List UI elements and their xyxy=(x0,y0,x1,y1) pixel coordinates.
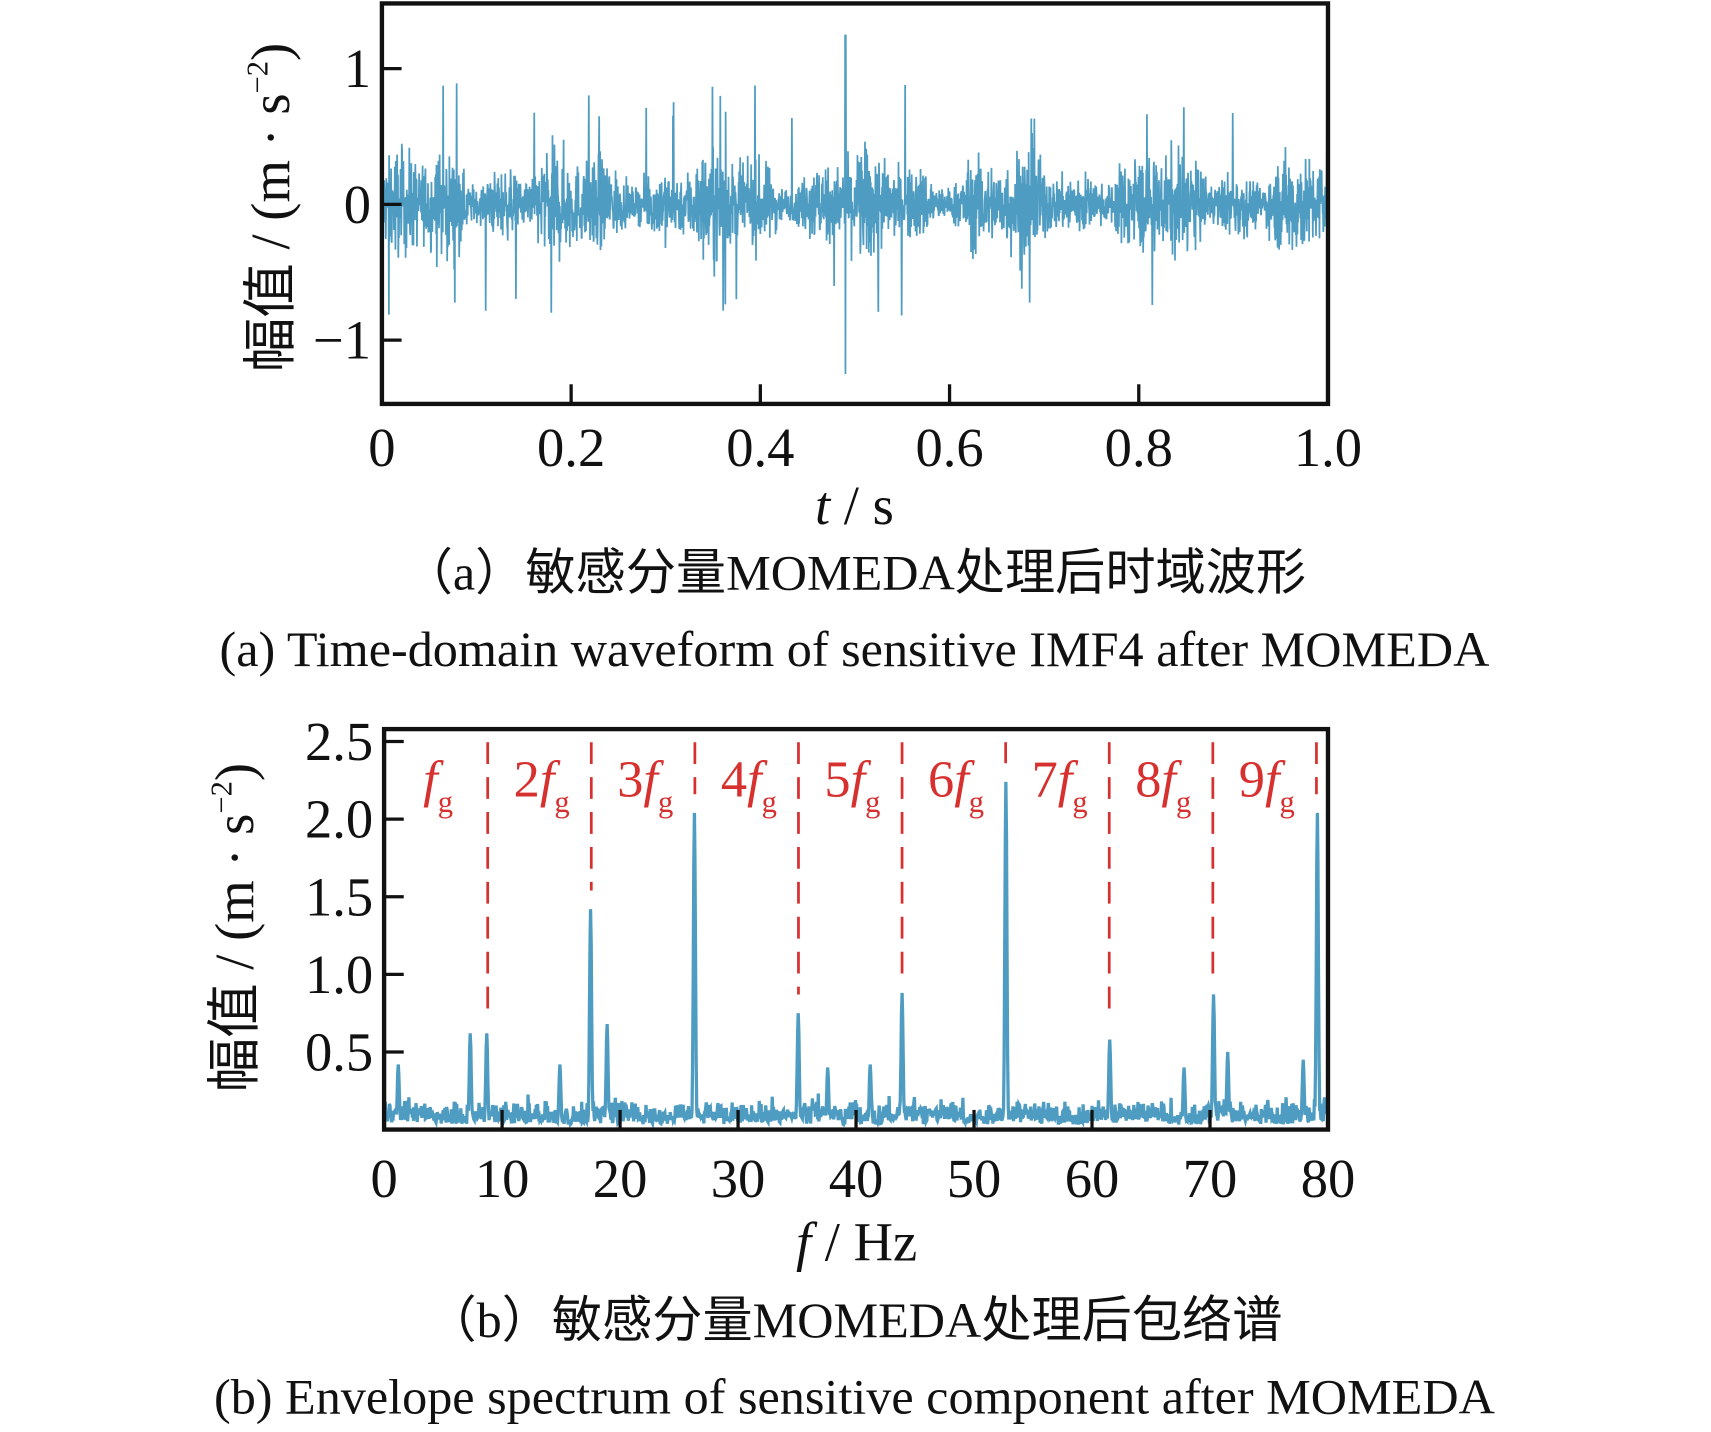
harmonic-subscript: g xyxy=(762,785,777,819)
caption-cn-a: （a）敏感分量MOMEDA处理后时域波形 xyxy=(403,544,1306,600)
y-tick-label: 0.5 xyxy=(305,1022,373,1083)
harmonic-number: 7 xyxy=(1032,751,1058,809)
x-tick-label: 80 xyxy=(1301,1148,1356,1209)
y-axis-text: 幅值 / (m · s xyxy=(240,93,301,372)
y-axis-label: 幅值 / (m · s−2) xyxy=(204,763,265,1092)
caption-en-b: (b) Envelope spectrum of sensitive compo… xyxy=(214,1368,1495,1424)
harmonic-label: 9fg xyxy=(1239,751,1295,819)
y-tick-label: −1 xyxy=(313,310,371,371)
y-tick-label: 0 xyxy=(344,174,371,235)
x-tick-label: 10 xyxy=(475,1148,530,1209)
waveform-line xyxy=(381,34,1329,375)
x-tick-label: 0.8 xyxy=(1105,417,1173,478)
harmonic-number: 3 xyxy=(617,751,643,809)
x-tick-label: 40 xyxy=(829,1148,884,1209)
x-axis-unit: / Hz xyxy=(811,1212,917,1273)
x-tick-label: 0.2 xyxy=(537,417,605,478)
y-tick-label: 2.5 xyxy=(305,711,373,772)
y-axis-exponent: −2 xyxy=(204,781,238,814)
y-axis-close: ) xyxy=(240,43,301,61)
harmonic-markers: fg 2fg 3fg 4fg 5fg 6fg 7fg 8fg 9fg xyxy=(423,742,1318,1021)
harmonic-subscript: g xyxy=(1072,785,1087,819)
harmonic-subscript: g xyxy=(554,785,569,819)
harmonic-label: 8fg xyxy=(1135,751,1191,819)
harmonic-label: 3fg xyxy=(617,751,673,819)
x-axis-label: t / s xyxy=(815,475,894,536)
harmonic-label: 4fg xyxy=(721,751,777,819)
y-tick-label: 1 xyxy=(344,38,371,99)
harmonic-subscript: g xyxy=(969,785,984,819)
x-axis-var: t xyxy=(815,475,832,536)
axis-ticks: 0 10 20 30 40 50 60 70 80 0.5 1.0 1.5 2.0 2.5 xyxy=(305,711,1355,1209)
y-axis-label: 幅值 / (m · s−2) xyxy=(240,43,301,372)
harmonic-label: 2fg xyxy=(514,751,570,819)
caption-en-a: (a) Time-domain waveform of sensitive IM… xyxy=(220,621,1490,677)
x-tick-label: 50 xyxy=(947,1148,1002,1209)
x-tick-label: 0.6 xyxy=(915,417,983,478)
x-tick-label: 20 xyxy=(593,1148,648,1209)
envelope-spectrum-chart: fg 2fg 3fg 4fg 5fg 6fg 7fg 8fg 9fg 0 10 20 30 40 50 60… xyxy=(204,711,1495,1424)
harmonic-subscript: g xyxy=(1176,785,1191,819)
y-tick-label: 1.5 xyxy=(305,866,373,927)
x-axis-label: f / Hz xyxy=(796,1212,917,1273)
harmonic-label: fg xyxy=(423,751,453,819)
x-axis-unit: / s xyxy=(830,475,894,536)
x-tick-label: 0 xyxy=(370,1148,397,1209)
x-tick-label: 70 xyxy=(1183,1148,1238,1209)
harmonic-subscript: g xyxy=(865,785,880,819)
x-tick-label: 0 xyxy=(368,417,395,478)
harmonic-label: 5fg xyxy=(824,751,880,819)
time-domain-chart: 0 0.2 0.4 0.6 0.8 1.0 1 0 −1 t / s 幅值 / (m · s−2… xyxy=(220,1,1490,677)
y-axis-text: 幅值 / (m · s xyxy=(204,814,265,1093)
harmonic-subscript: g xyxy=(1280,785,1295,819)
harmonic-number: 5 xyxy=(824,751,850,809)
x-tick-label: 30 xyxy=(711,1148,766,1209)
caption-cn-b: （b）敏感分量MOMEDA处理后包络谱 xyxy=(426,1292,1282,1348)
harmonic-number: 4 xyxy=(721,751,747,809)
spectrum-line xyxy=(382,781,1330,1130)
harmonic-subscript: g xyxy=(658,785,673,819)
harmonic-label: 7fg xyxy=(1032,751,1088,819)
harmonic-number: 6 xyxy=(928,751,954,809)
spectrum-series xyxy=(382,781,1330,1130)
harmonic-number: 9 xyxy=(1239,751,1265,809)
x-tick-label: 0.4 xyxy=(726,417,794,478)
harmonic-subscript: g xyxy=(438,785,453,819)
harmonic-number: 2 xyxy=(514,751,540,809)
harmonic-label: 6fg xyxy=(928,751,984,819)
x-tick-label: 1.0 xyxy=(1294,417,1362,478)
harmonic-number: 8 xyxy=(1135,751,1161,809)
y-tick-label: 2.0 xyxy=(305,789,373,850)
axis-ticks: 0 0.2 0.4 0.6 0.8 1.0 1 0 −1 xyxy=(313,38,1362,478)
y-tick-label: 1.0 xyxy=(305,944,373,1005)
y-axis-exponent: −2 xyxy=(240,61,274,94)
x-tick-label: 60 xyxy=(1065,1148,1120,1209)
waveform-series xyxy=(381,34,1329,375)
y-axis-close: ) xyxy=(204,763,265,781)
